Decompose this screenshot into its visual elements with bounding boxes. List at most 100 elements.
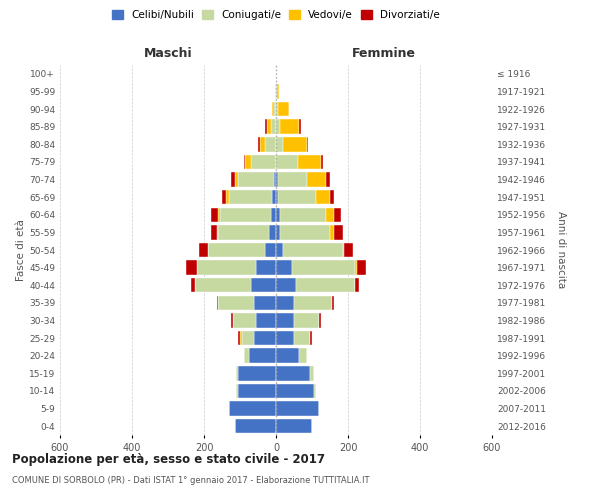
- Bar: [231, 314, 233, 328]
- Bar: [226, 190, 229, 204]
- Bar: [236, 384, 238, 398]
- Bar: [276, 314, 294, 328]
- Bar: [240, 331, 242, 345]
- Bar: [265, 137, 276, 152]
- Bar: [316, 190, 330, 204]
- Bar: [274, 172, 276, 186]
- Bar: [211, 225, 217, 240]
- Bar: [296, 278, 355, 292]
- Bar: [310, 366, 314, 380]
- Bar: [276, 331, 294, 345]
- Bar: [276, 402, 319, 416]
- Bar: [276, 208, 280, 222]
- Bar: [355, 278, 359, 292]
- Bar: [191, 278, 195, 292]
- Bar: [256, 314, 276, 328]
- Bar: [332, 296, 334, 310]
- Bar: [294, 296, 332, 310]
- Bar: [254, 296, 276, 310]
- Bar: [208, 243, 265, 257]
- Bar: [276, 348, 299, 363]
- Bar: [229, 402, 276, 416]
- Bar: [217, 296, 218, 310]
- Bar: [265, 120, 267, 134]
- Bar: [307, 172, 326, 186]
- Bar: [274, 102, 276, 117]
- Bar: [326, 172, 330, 186]
- Bar: [233, 314, 256, 328]
- Bar: [236, 366, 238, 380]
- Bar: [235, 172, 238, 186]
- Bar: [294, 314, 319, 328]
- Text: Femmine: Femmine: [352, 46, 416, 60]
- Bar: [307, 137, 308, 152]
- Bar: [326, 208, 334, 222]
- Bar: [271, 120, 276, 134]
- Bar: [280, 225, 330, 240]
- Text: Maschi: Maschi: [143, 46, 193, 60]
- Bar: [195, 278, 251, 292]
- Bar: [272, 102, 274, 117]
- Bar: [314, 384, 316, 398]
- Bar: [278, 172, 307, 186]
- Bar: [276, 102, 278, 117]
- Bar: [231, 172, 235, 186]
- Y-axis label: Anni di nascita: Anni di nascita: [556, 212, 566, 288]
- Bar: [238, 384, 276, 398]
- Bar: [242, 331, 254, 345]
- Bar: [280, 208, 326, 222]
- Y-axis label: Fasce di età: Fasce di età: [16, 219, 26, 281]
- Bar: [277, 84, 278, 98]
- Bar: [211, 208, 218, 222]
- Bar: [283, 243, 343, 257]
- Bar: [357, 260, 366, 275]
- Bar: [272, 190, 276, 204]
- Text: Popolazione per età, sesso e stato civile - 2017: Popolazione per età, sesso e stato civil…: [12, 452, 325, 466]
- Bar: [276, 384, 314, 398]
- Bar: [218, 296, 254, 310]
- Bar: [199, 243, 208, 257]
- Bar: [251, 278, 276, 292]
- Bar: [260, 137, 265, 152]
- Bar: [276, 137, 283, 152]
- Bar: [299, 120, 301, 134]
- Bar: [334, 225, 343, 240]
- Bar: [229, 190, 272, 204]
- Bar: [321, 154, 323, 169]
- Bar: [238, 331, 240, 345]
- Bar: [294, 331, 310, 345]
- Bar: [276, 296, 294, 310]
- Bar: [276, 366, 310, 380]
- Bar: [298, 154, 321, 169]
- Text: COMUNE DI SORBOLO (PR) - Dati ISTAT 1° gennaio 2017 - Elaborazione TUTTITALIA.IT: COMUNE DI SORBOLO (PR) - Dati ISTAT 1° g…: [12, 476, 370, 485]
- Bar: [238, 366, 276, 380]
- Bar: [343, 243, 344, 257]
- Bar: [276, 154, 298, 169]
- Bar: [299, 348, 307, 363]
- Bar: [330, 225, 334, 240]
- Bar: [269, 225, 276, 240]
- Bar: [238, 172, 274, 186]
- Bar: [244, 154, 245, 169]
- Bar: [276, 225, 280, 240]
- Bar: [278, 190, 316, 204]
- Bar: [278, 102, 289, 117]
- Bar: [275, 84, 276, 98]
- Bar: [218, 225, 269, 240]
- Bar: [276, 243, 283, 257]
- Bar: [319, 314, 321, 328]
- Bar: [292, 260, 355, 275]
- Bar: [218, 208, 220, 222]
- Bar: [330, 190, 334, 204]
- Bar: [217, 225, 218, 240]
- Bar: [265, 243, 276, 257]
- Bar: [276, 260, 292, 275]
- Bar: [249, 348, 276, 363]
- Bar: [334, 208, 341, 222]
- Bar: [276, 84, 277, 98]
- Bar: [197, 260, 256, 275]
- Bar: [355, 260, 357, 275]
- Bar: [276, 172, 278, 186]
- Bar: [244, 348, 249, 363]
- Bar: [220, 208, 271, 222]
